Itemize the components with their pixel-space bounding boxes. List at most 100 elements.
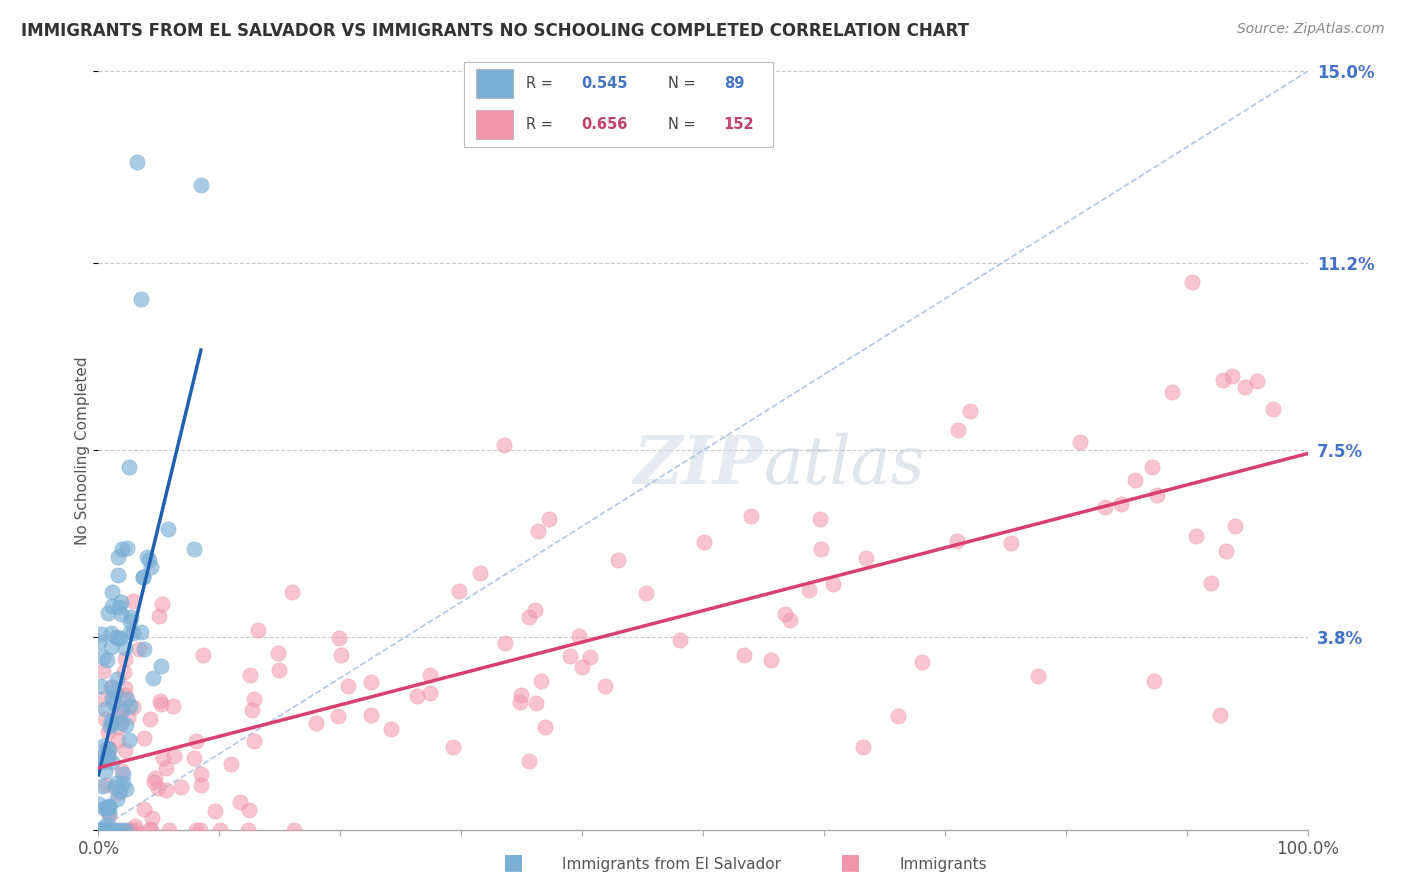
- Point: [107, 732, 129, 747]
- Point: [114, 822, 136, 837]
- Point: [104, 684, 127, 698]
- Point: [157, 822, 180, 837]
- Point: [93, 702, 115, 716]
- Point: [118, 732, 141, 747]
- Point: [97, 606, 120, 620]
- Point: [157, 522, 180, 536]
- Point: [204, 804, 226, 818]
- Point: [1143, 673, 1166, 688]
- Text: atlas: atlas: [763, 433, 925, 499]
- Point: [115, 691, 138, 706]
- Y-axis label: No Schooling Completed: No Schooling Completed: [75, 356, 90, 545]
- Point: [152, 750, 174, 764]
- Point: [122, 626, 145, 640]
- Point: [110, 716, 132, 731]
- Point: [98, 719, 121, 733]
- Point: [959, 404, 981, 418]
- Point: [89, 626, 111, 640]
- Point: [138, 712, 160, 726]
- Point: [90, 679, 112, 693]
- Point: [190, 778, 212, 792]
- Point: [1111, 497, 1133, 511]
- Point: [246, 623, 269, 637]
- Point: [447, 584, 470, 599]
- Point: [120, 610, 142, 624]
- Point: [1160, 384, 1182, 399]
- Point: [669, 633, 692, 648]
- Point: [132, 802, 155, 816]
- Point: [107, 709, 129, 723]
- Point: [1123, 473, 1146, 487]
- Point: [155, 783, 177, 797]
- Point: [242, 734, 264, 748]
- Point: [219, 757, 242, 772]
- Point: [238, 822, 260, 837]
- Point: [419, 668, 441, 682]
- Point: [740, 508, 762, 523]
- Point: [100, 714, 122, 728]
- Point: [112, 665, 135, 679]
- Text: ■: ■: [841, 853, 860, 872]
- Point: [94, 712, 117, 726]
- Point: [150, 697, 173, 711]
- Text: 89: 89: [724, 76, 744, 91]
- Point: [558, 649, 581, 664]
- Point: [90, 822, 112, 837]
- Point: [118, 625, 141, 640]
- Point: [105, 791, 128, 805]
- Point: [87, 797, 110, 811]
- Point: [90, 755, 112, 769]
- Point: [190, 178, 212, 192]
- Point: [89, 635, 111, 649]
- Point: [1185, 529, 1208, 543]
- Point: [242, 692, 264, 706]
- Point: [97, 822, 120, 837]
- Point: [1069, 434, 1091, 449]
- Point: [281, 585, 304, 599]
- Point: [142, 775, 165, 789]
- Point: [114, 652, 136, 666]
- Point: [141, 811, 163, 825]
- Point: [138, 822, 160, 836]
- Point: [129, 292, 152, 306]
- Point: [98, 743, 121, 757]
- Point: [183, 542, 205, 557]
- Point: [103, 696, 125, 710]
- Point: [188, 822, 211, 837]
- Text: IMMIGRANTS FROM EL SALVADOR VS IMMIGRANTS NO SCHOOLING COMPLETED CORRELATION CHA: IMMIGRANTS FROM EL SALVADOR VS IMMIGRANT…: [21, 22, 969, 40]
- Point: [128, 642, 150, 657]
- Point: [110, 595, 132, 609]
- Point: [526, 696, 548, 710]
- Text: N =: N =: [668, 76, 700, 91]
- Point: [118, 699, 141, 714]
- Point: [494, 437, 516, 451]
- Point: [510, 688, 533, 702]
- Point: [517, 754, 540, 768]
- Point: [111, 822, 134, 837]
- Point: [110, 784, 132, 798]
- Point: [132, 570, 155, 584]
- Point: [107, 550, 129, 565]
- Point: [120, 822, 142, 837]
- Point: [1212, 373, 1234, 387]
- Point: [111, 776, 134, 790]
- Point: [132, 731, 155, 746]
- Point: [125, 822, 148, 837]
- Point: [104, 780, 127, 794]
- Point: [1246, 374, 1268, 388]
- Point: [229, 796, 252, 810]
- Point: [110, 702, 132, 716]
- Point: [733, 648, 755, 662]
- Point: [571, 659, 593, 673]
- Point: [91, 822, 114, 837]
- Point: [91, 649, 114, 664]
- Point: [855, 551, 877, 566]
- Point: [523, 603, 546, 617]
- Point: [96, 741, 118, 756]
- Point: [328, 631, 350, 645]
- Point: [96, 800, 118, 814]
- Point: [108, 720, 131, 734]
- Point: [579, 650, 602, 665]
- Point: [1223, 518, 1246, 533]
- Point: [96, 801, 118, 815]
